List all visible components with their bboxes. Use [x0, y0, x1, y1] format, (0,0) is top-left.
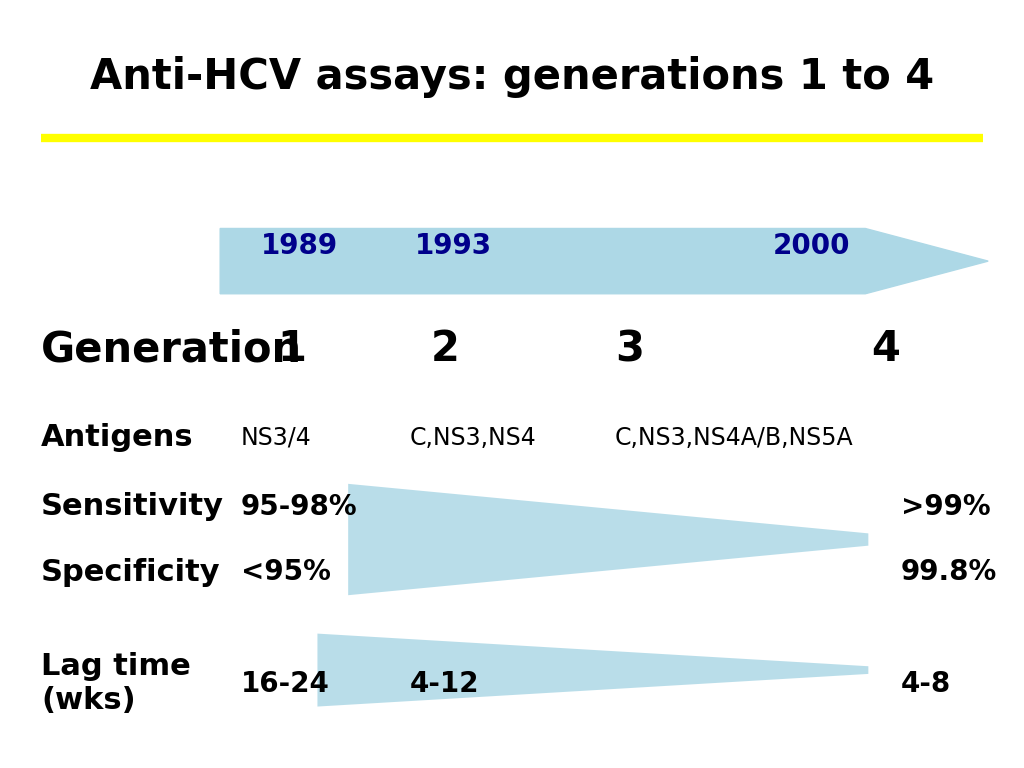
Text: >99%: >99% — [901, 493, 991, 521]
Polygon shape — [220, 229, 988, 294]
Text: Anti-HCV assays: generations 1 to 4: Anti-HCV assays: generations 1 to 4 — [90, 56, 934, 98]
Polygon shape — [348, 484, 868, 595]
Text: 1993: 1993 — [415, 232, 492, 260]
Text: 1989: 1989 — [261, 232, 338, 260]
Text: 2000: 2000 — [773, 232, 851, 260]
Text: <95%: <95% — [241, 558, 331, 586]
Text: 99.8%: 99.8% — [901, 558, 997, 586]
Text: Specificity: Specificity — [41, 558, 220, 587]
Polygon shape — [317, 634, 868, 707]
Text: C,NS3,NS4A/B,NS5A: C,NS3,NS4A/B,NS5A — [614, 425, 853, 450]
Text: 4: 4 — [871, 329, 900, 370]
Text: 1: 1 — [278, 329, 306, 370]
Text: 16-24: 16-24 — [241, 670, 330, 697]
Text: Lag time
(wks): Lag time (wks) — [41, 652, 190, 715]
Text: 4-8: 4-8 — [901, 670, 951, 697]
Text: NS3/4: NS3/4 — [241, 425, 311, 450]
Text: C,NS3,NS4: C,NS3,NS4 — [410, 425, 537, 450]
Text: 3: 3 — [615, 329, 644, 370]
Text: 4-12: 4-12 — [410, 670, 479, 697]
Text: 2: 2 — [431, 329, 460, 370]
Text: Generation: Generation — [41, 329, 302, 370]
Text: 95-98%: 95-98% — [241, 493, 357, 521]
Text: Sensitivity: Sensitivity — [41, 492, 224, 521]
Text: Antigens: Antigens — [41, 423, 194, 452]
